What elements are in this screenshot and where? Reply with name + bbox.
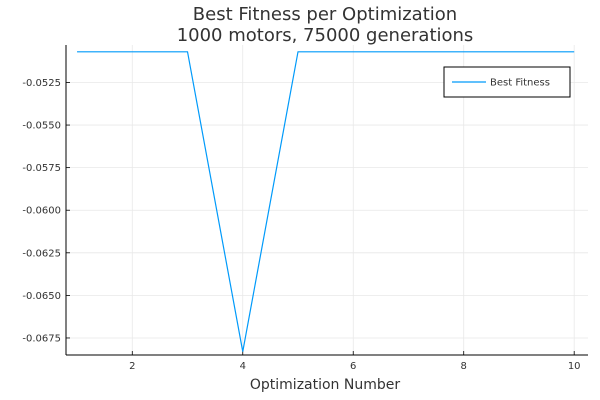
x-tick-label: 6 — [350, 361, 356, 372]
y-tick-label: -0.0675 — [22, 333, 61, 344]
legend-label: Best Fitness — [490, 78, 550, 89]
chart-subtitle: 1000 motors, 75000 generations — [177, 25, 474, 46]
y-tick-label: -0.0625 — [22, 248, 61, 259]
x-tick-label: 4 — [240, 361, 246, 372]
axes — [65, 45, 588, 356]
x-tick-label: 2 — [129, 361, 135, 372]
y-tick-label: -0.0600 — [22, 206, 61, 217]
y-tick-label: -0.0525 — [22, 78, 61, 89]
x-axis-label: Optimization Number — [250, 377, 400, 393]
legend: Best Fitness — [443, 66, 571, 98]
y-tick-label: -0.0575 — [22, 163, 61, 174]
x-ticks: 2 4 6 8 10 — [129, 351, 581, 372]
y-tick-label: -0.0550 — [22, 121, 61, 132]
series-line-best-fitness — [77, 51, 575, 352]
grid — [66, 45, 588, 355]
x-tick-label: 10 — [568, 361, 581, 372]
y-tick-label: -0.0650 — [22, 291, 61, 302]
chart-title: Best Fitness per Optimization — [193, 4, 457, 25]
y-ticks: -0.0525 -0.0550 -0.0575 -0.0600 -0.0625 -0.06… — [22, 78, 70, 344]
x-tick-label: 8 — [461, 361, 467, 372]
series-group — [77, 51, 575, 352]
